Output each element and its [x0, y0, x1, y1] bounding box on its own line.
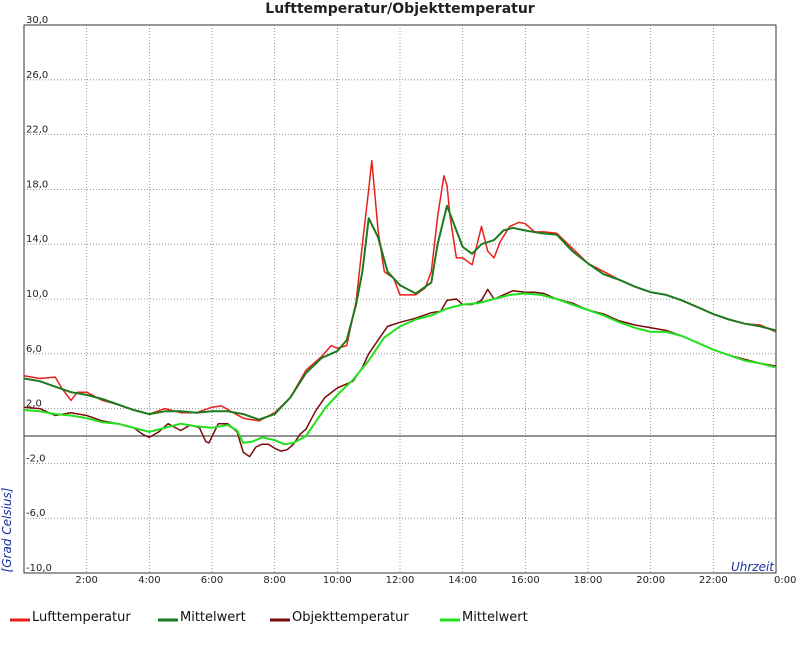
y-tick-label: 10,0 — [26, 289, 48, 300]
x-tick-label: 0:00 — [774, 575, 796, 586]
y-axis-label: [Grad Celsius] — [0, 487, 14, 572]
y-tick-label: -6,0 — [26, 508, 46, 519]
series-line-1 — [23, 159, 777, 422]
y-tick-label: 26,0 — [26, 70, 48, 81]
y-tick-label: 14,0 — [26, 234, 48, 245]
legend: Lufttemperatur Mittelwert Objekttemperatur… — [10, 610, 528, 625]
x-tick-label: 16:00 — [511, 575, 540, 586]
y-tick-label: -10,0 — [26, 563, 52, 574]
y-tick-label: -2,0 — [26, 453, 46, 464]
y-tick-label: 6,0 — [26, 344, 42, 355]
tick-labels: -10,0 -6,0 -2,0 2,0 6,0 10,0 14,0 18,0 22,0 26,0 3… — [26, 15, 796, 586]
legend-label: Lufttemperatur — [32, 610, 131, 625]
x-axis-label: Uhrzeit — [731, 560, 775, 574]
grid-layer — [24, 25, 776, 573]
x-tick-label: 8:00 — [263, 575, 285, 586]
x-tick-label: 14:00 — [448, 575, 477, 586]
legend-label: Mittelwert — [462, 610, 528, 625]
x-tick-label: 6:00 — [201, 575, 223, 586]
x-tick-label: 10:00 — [323, 575, 352, 586]
y-tick-label: 2,0 — [26, 399, 42, 410]
x-tick-label: 20:00 — [636, 575, 665, 586]
legend-label: Mittelwert — [180, 610, 246, 625]
legend-label: Objekttemperatur — [292, 610, 409, 625]
x-tick-label: 12:00 — [386, 575, 415, 586]
y-tick-label: 30,0 — [26, 15, 48, 26]
x-tick-label: 4:00 — [138, 575, 160, 586]
x-tick-label: 22:00 — [699, 575, 728, 586]
series-line-4 — [23, 292, 777, 446]
y-tick-label: 18,0 — [26, 179, 48, 190]
x-tick-label: 18:00 — [574, 575, 603, 586]
y-tick-label: 22,0 — [26, 125, 48, 136]
series-line-2 — [23, 204, 777, 421]
x-tick-label: 2:00 — [75, 575, 97, 586]
chart-title: Lufttemperatur/Objekttemperatur — [265, 1, 535, 17]
series-layer — [23, 159, 777, 458]
